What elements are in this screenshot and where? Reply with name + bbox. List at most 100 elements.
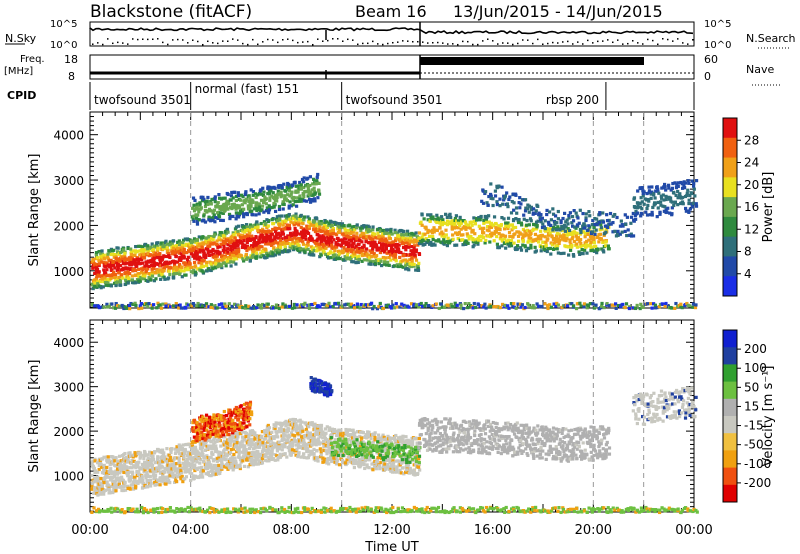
search-count-dot [627,42,629,45]
velocity-pixel [150,463,155,468]
power-pixel [156,255,160,260]
velocity-pixel [108,491,112,495]
power-pixel [108,263,113,267]
power-pixel [503,196,507,200]
power-pixel [434,239,438,243]
power-pixel [187,268,191,272]
power-pixel [265,206,269,210]
power-pixel [544,240,548,244]
power-pixel [301,231,305,235]
power-pixel [459,227,463,231]
power-pixel [129,252,134,257]
power-pixel [492,305,496,309]
power-pixel [152,247,156,252]
power-pixel [313,191,318,195]
power-pixel [581,224,585,228]
power-pixel [508,223,512,227]
power-pixel [288,249,292,253]
power-pixel [680,186,685,190]
power-pixel [206,267,210,271]
power-pixel [589,240,593,245]
power-pixel [319,235,323,239]
power-pixel [197,304,201,308]
search-count-dot [432,41,434,44]
power-pixel [517,220,521,224]
power-pixel [156,241,160,245]
power-pixel [441,232,445,236]
power-pixel [369,301,374,305]
velocity-pixel [95,477,99,481]
power-pixel [330,223,334,227]
power-pixel [384,263,389,267]
power-pixel [205,199,209,204]
power-pixel [96,273,100,277]
power-pixel [673,200,678,204]
power-pixel [615,231,620,235]
power-pixel [478,226,482,230]
power-pixel [437,306,441,311]
power-pixel [478,304,482,308]
power-pixel [212,233,217,237]
velocity-pixel [111,462,115,466]
power-pixel [352,234,356,238]
power-pixel [451,233,455,237]
power-pixel [543,227,547,231]
power-pixel [211,238,215,242]
power-pixel [405,229,410,233]
power-pixel [198,259,202,263]
power-pixel [611,214,615,218]
power-pixel [388,237,393,241]
power-pixel [200,259,205,263]
power-pixel [299,199,303,203]
power-pixel [503,303,507,307]
power-pixel [159,277,163,281]
power-pixel [220,242,224,246]
power-pixel [489,182,493,186]
power-pixel [201,264,206,269]
power-pixel [473,232,477,236]
power-pixel [345,257,349,261]
search-count-dot [492,40,494,42]
power-pixel [387,255,391,260]
power-pixel [243,230,247,234]
power-pixel [100,260,104,264]
power-pixel [692,181,696,186]
power-pixel [282,221,287,225]
power-pixel [293,199,297,204]
power-pixel [485,215,489,220]
power-pixel [102,268,106,272]
power-pixel [287,304,292,309]
search-count-dot [567,40,569,43]
power-pixel [510,223,515,227]
velocity-pixel [148,474,152,479]
power-pixel [327,301,331,305]
power-pixel [567,213,571,218]
power-pixel [100,249,104,253]
power-pixel [500,302,505,307]
power-pixel [554,237,559,241]
power-pixel [466,241,470,245]
power-pixel [358,246,362,250]
search-count-dot [112,42,114,45]
power-pixel [638,201,642,206]
power-pixel [370,254,374,258]
power-pixel [247,194,251,198]
power-pixel [653,196,657,200]
power-pixel [360,259,364,263]
velocity-pixel [144,474,148,478]
velocity-pixel [119,464,124,468]
power-pixel [102,305,106,309]
power-pixel [479,214,483,219]
power-pixel [277,250,281,254]
power-pixel [304,190,308,194]
power-pixel [656,189,660,193]
search-count-dot [97,42,99,44]
power-pixel [228,240,233,245]
power-pixel [270,232,274,236]
power-pixel [202,253,206,257]
power-pixel [570,224,575,228]
power-pixel [306,176,310,180]
velocity-pixel [134,454,138,458]
search-count-dot [452,43,454,45]
